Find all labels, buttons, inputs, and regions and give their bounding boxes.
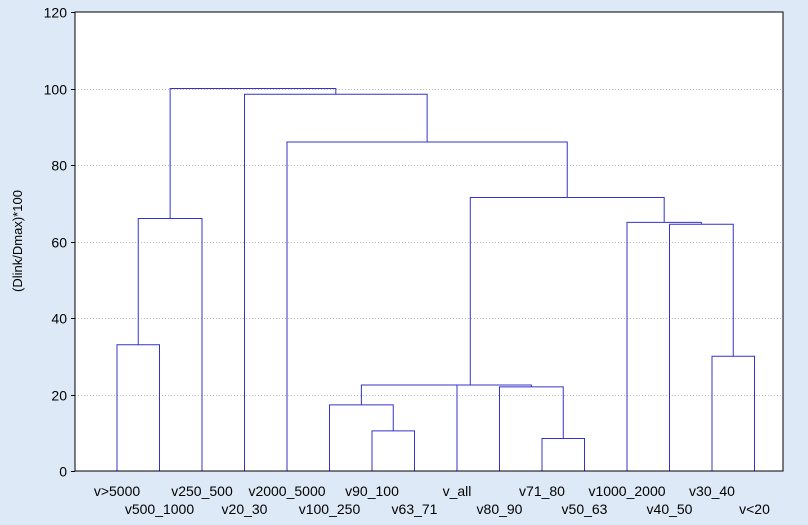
dendrogram-link <box>669 223 734 471</box>
leaf-label: v2000_5000 <box>248 483 325 499</box>
leaf-label: v71_80 <box>519 483 565 499</box>
y-tick-label: 100 <box>44 82 68 98</box>
leaf-label: v>5000 <box>94 483 141 499</box>
leaf-label: v40_50 <box>647 501 693 517</box>
y-tick-label: 120 <box>44 5 68 21</box>
leaf-label: v90_100 <box>345 483 399 499</box>
leaf-label: v80_90 <box>477 501 523 517</box>
dendrogram-link <box>329 404 394 471</box>
y-tick-label: 0 <box>59 464 67 480</box>
y-tick-label: 40 <box>51 311 67 327</box>
leaf-label: v250_500 <box>171 483 233 499</box>
y-tick-label: 80 <box>51 158 67 174</box>
y-tick-label: 60 <box>51 235 67 251</box>
dendrogram-link <box>169 88 337 219</box>
leaf-label: v20_30 <box>222 501 268 517</box>
leaf-label: v63_71 <box>392 501 438 517</box>
plot-frame <box>74 11 784 472</box>
leaf-label: v1000_2000 <box>588 483 665 499</box>
dendrogram-links <box>116 88 755 471</box>
plot-area <box>75 12 783 471</box>
y-axis-title: (Dlink/Dmax)*100 <box>10 190 25 292</box>
y-tick-label: 20 <box>51 388 67 404</box>
leaf-label: v_all <box>443 483 472 499</box>
dendrogram-link <box>409 384 532 387</box>
leaf-label: v500_1000 <box>125 501 195 517</box>
leaf-label: v30_40 <box>689 483 735 499</box>
leaf-label: v<20 <box>739 501 770 517</box>
leaf-label: v100_250 <box>299 501 361 517</box>
y-axis: 0 20 40 60 80 100 120 <box>44 5 75 480</box>
grid-lines <box>75 89 783 396</box>
x-axis-labels: v>5000v500_1000v250_500v20_30v2000_5000v… <box>94 483 770 517</box>
leaf-label: v50_63 <box>562 501 608 517</box>
